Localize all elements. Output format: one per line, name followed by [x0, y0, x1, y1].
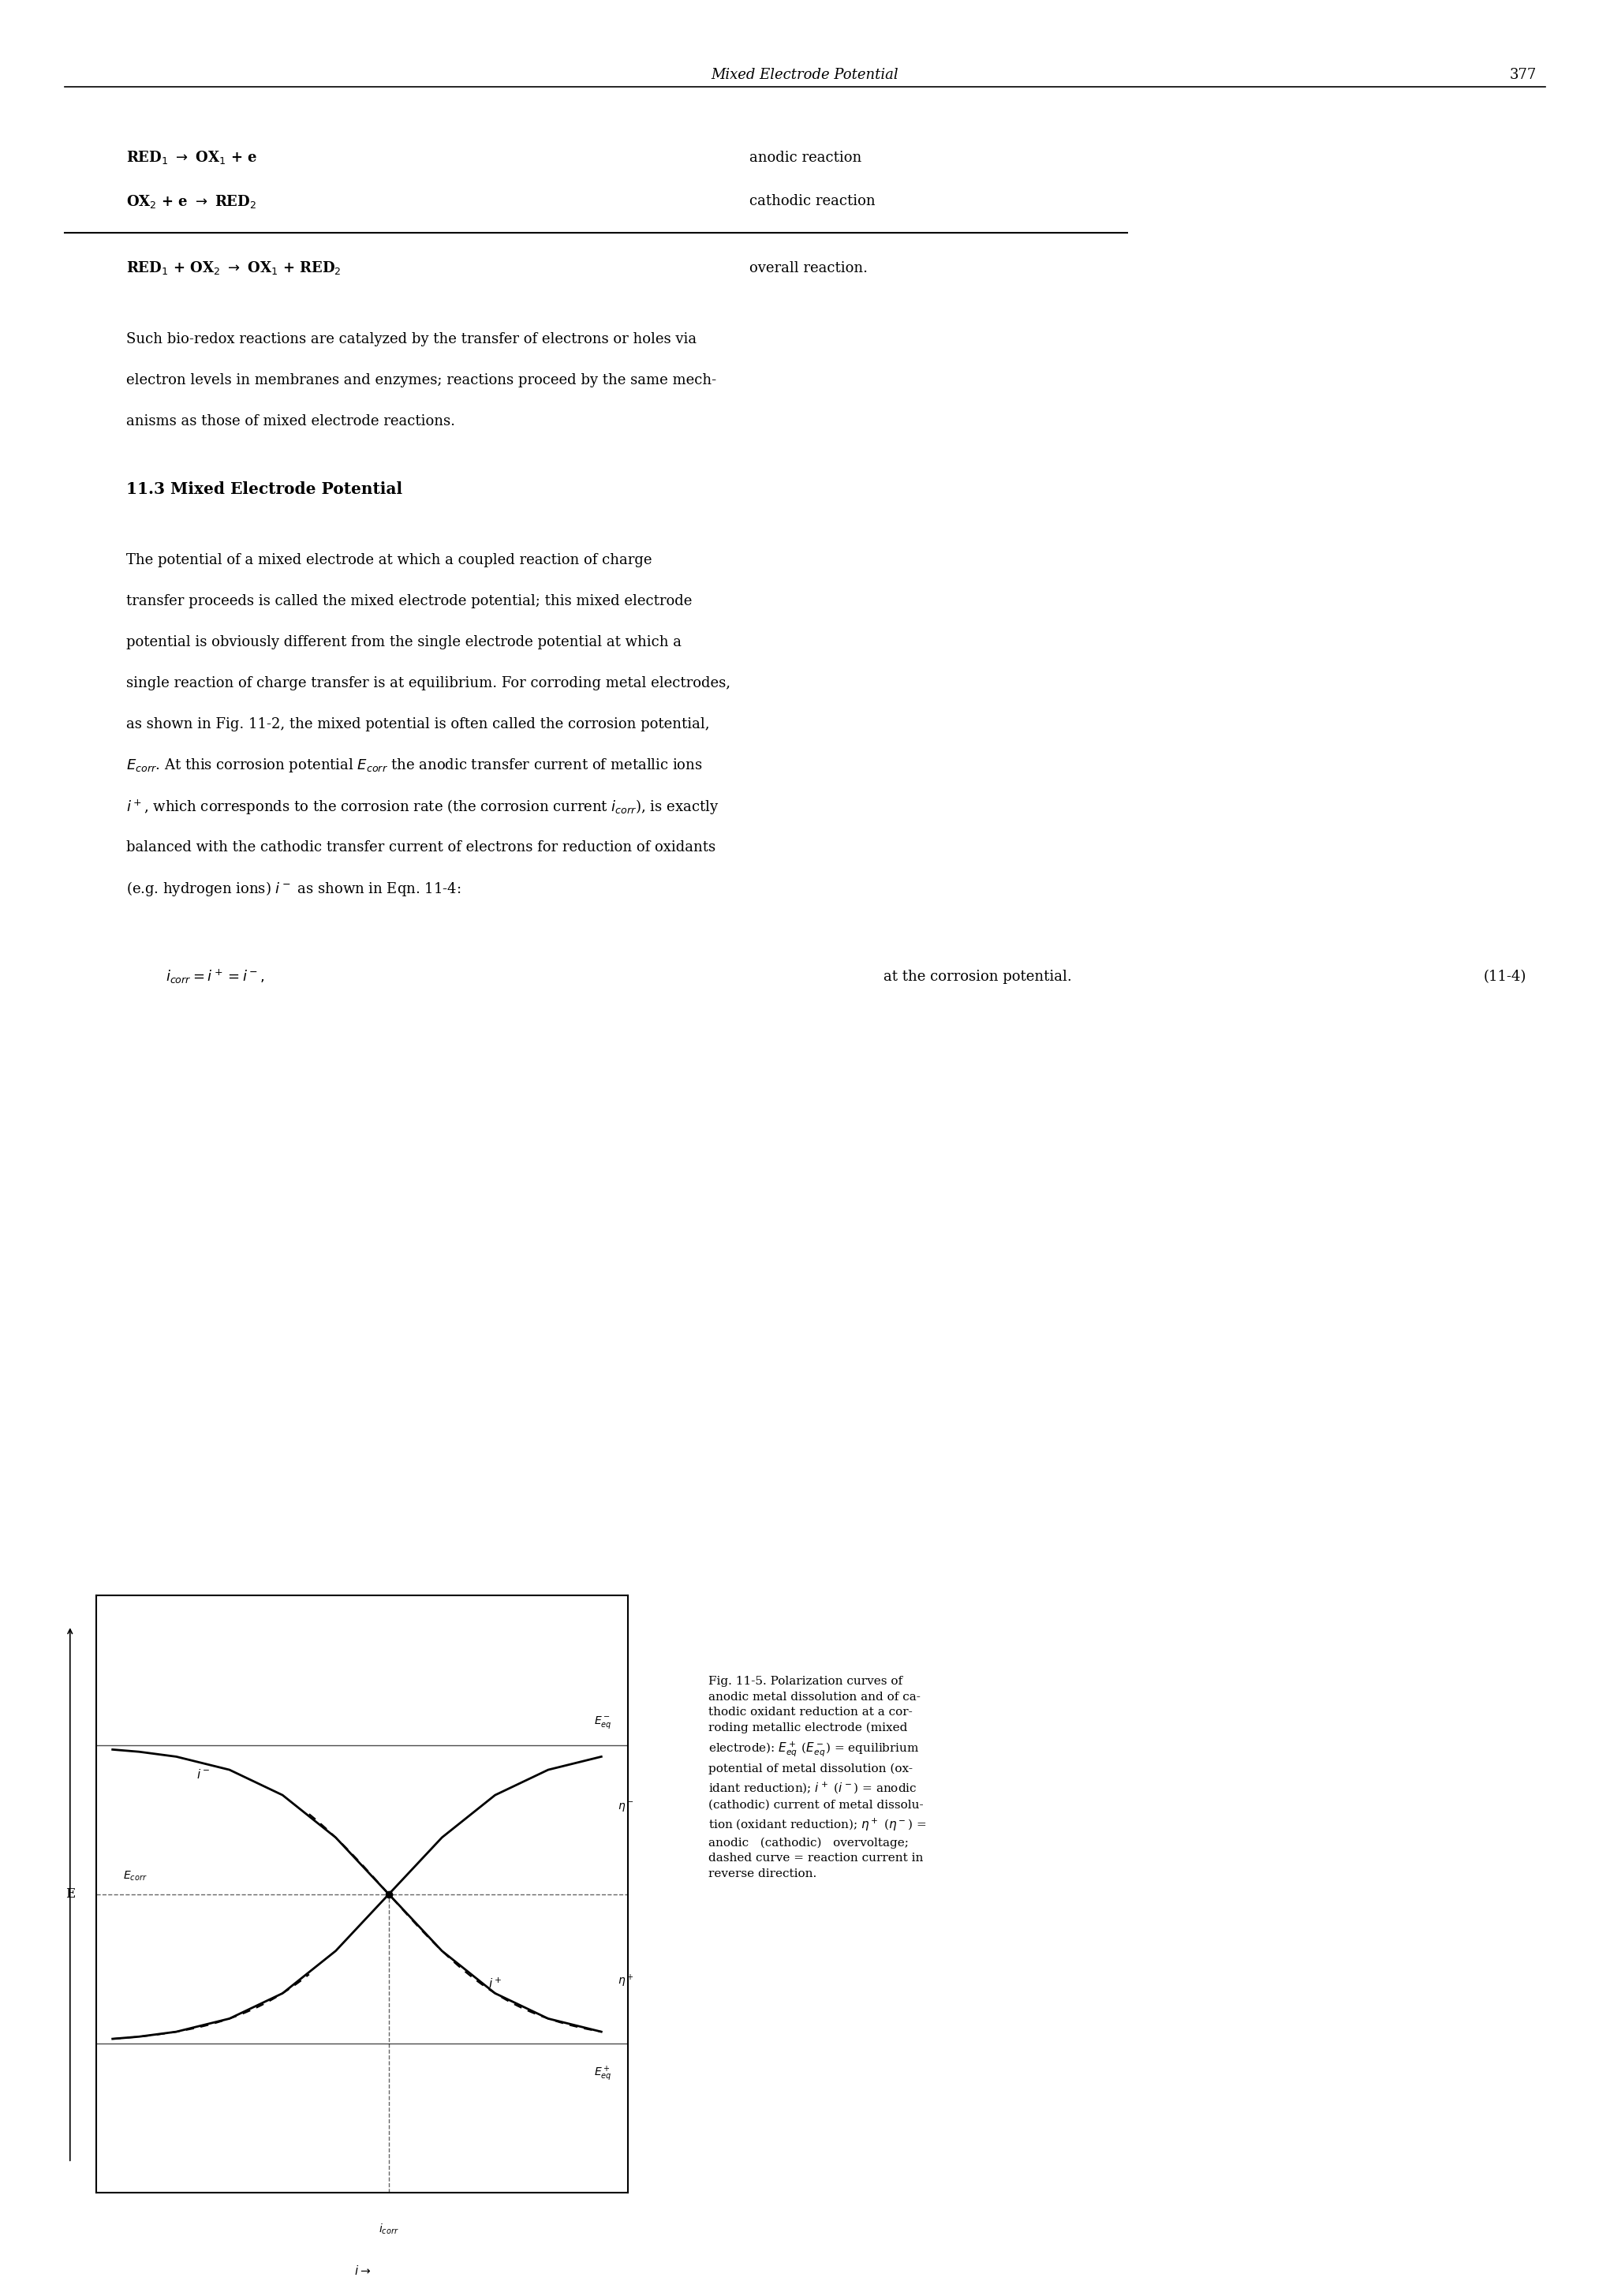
Text: $i^-$: $i^-$: [196, 1768, 209, 1782]
Text: single reaction of charge transfer is at equilibrium. For corroding metal electr: single reaction of charge transfer is at…: [126, 677, 731, 691]
Text: $E^-_{eq}$: $E^-_{eq}$: [594, 1715, 612, 1731]
Text: as shown in Fig. 11-2, the mixed potential is often called the corrosion potenti: as shown in Fig. 11-2, the mixed potenti…: [126, 716, 710, 732]
Text: OX$_2$ + e $\rightarrow$ RED$_2$: OX$_2$ + e $\rightarrow$ RED$_2$: [126, 193, 256, 209]
Text: $i \rightarrow$: $i \rightarrow$: [354, 2264, 370, 2278]
Text: Such bio-redox reactions are catalyzed by the transfer of electrons or holes via: Such bio-redox reactions are catalyzed b…: [126, 333, 697, 347]
Text: $E^+_{eq}$: $E^+_{eq}$: [594, 2064, 612, 2082]
Text: (e.g. hydrogen ions) $i^-$ as shown in Eqn. 11-4:: (e.g. hydrogen ions) $i^-$ as shown in E…: [126, 879, 460, 898]
Text: $i^+$, which corresponds to the corrosion rate (the corrosion current $i_{corr}$: $i^+$, which corresponds to the corrosio…: [126, 797, 718, 815]
Text: RED$_1$ + OX$_2$ $\rightarrow$ OX$_1$ + RED$_2$: RED$_1$ + OX$_2$ $\rightarrow$ OX$_1$ + …: [126, 259, 341, 276]
Text: $i_{corr} = i^+ = i^-,$: $i_{corr} = i^+ = i^-,$: [166, 969, 264, 985]
Text: balanced with the cathodic transfer current of electrons for reduction of oxidan: balanced with the cathodic transfer curr…: [126, 840, 715, 854]
Text: $\eta^-$: $\eta^-$: [617, 1800, 633, 1814]
Text: overall reaction.: overall reaction.: [749, 262, 868, 276]
Text: $E_{corr}$. At this corrosion potential $E_{corr}$ the anodic transfer current o: $E_{corr}$. At this corrosion potential …: [126, 758, 702, 774]
Text: $\eta^+$: $\eta^+$: [617, 1972, 633, 1988]
Text: 11.3 Mixed Electrode Potential: 11.3 Mixed Electrode Potential: [126, 482, 402, 496]
Text: $i_{corr}$: $i_{corr}$: [378, 2223, 399, 2236]
Text: RED$_1$ $\rightarrow$ OX$_1$ + e: RED$_1$ $\rightarrow$ OX$_1$ + e: [126, 149, 258, 165]
Text: E: E: [64, 1887, 76, 1901]
Text: 377: 377: [1510, 69, 1536, 83]
Text: potential is obviously different from the single electrode potential at which a: potential is obviously different from th…: [126, 636, 681, 650]
Text: Mixed Electrode Potential: Mixed Electrode Potential: [712, 69, 898, 83]
Text: anisms as those of mixed electrode reactions.: anisms as those of mixed electrode react…: [126, 413, 456, 429]
Text: cathodic reaction: cathodic reaction: [749, 195, 876, 209]
Text: The potential of a mixed electrode at which a coupled reaction of charge: The potential of a mixed electrode at wh…: [126, 553, 652, 567]
Text: Fig. 11-5. Polarization curves of
anodic metal dissolution and of ca-
thodic oxi: Fig. 11-5. Polarization curves of anodic…: [708, 1676, 926, 1878]
Text: (11-4): (11-4): [1484, 969, 1526, 985]
Text: anodic reaction: anodic reaction: [749, 152, 861, 165]
Text: at the corrosion potential.: at the corrosion potential.: [884, 969, 1072, 985]
Text: $E_{corr}$: $E_{corr}$: [122, 1869, 147, 1883]
Text: electron levels in membranes and enzymes; reactions proceed by the same mech-: electron levels in membranes and enzymes…: [126, 374, 716, 388]
Text: transfer proceeds is called the mixed electrode potential; this mixed electrode: transfer proceeds is called the mixed el…: [126, 595, 692, 608]
Text: $i^+$: $i^+$: [488, 1977, 502, 1991]
